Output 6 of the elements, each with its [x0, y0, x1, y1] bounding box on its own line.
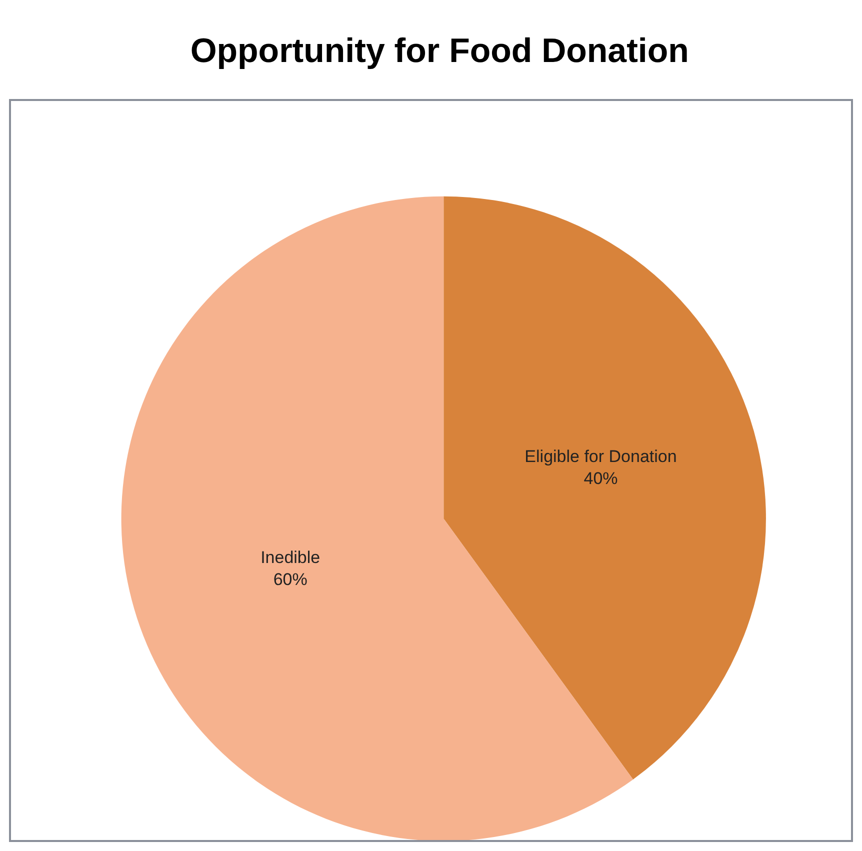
pie-slice: [444, 196, 766, 780]
slice-label: Inedible: [260, 548, 320, 567]
chart-title: Opportunity for Food Donation: [190, 32, 689, 70]
data-label: 40%: [584, 469, 618, 488]
slice-label: Eligible for Donation: [524, 447, 677, 466]
data-label: 60%: [273, 570, 308, 590]
